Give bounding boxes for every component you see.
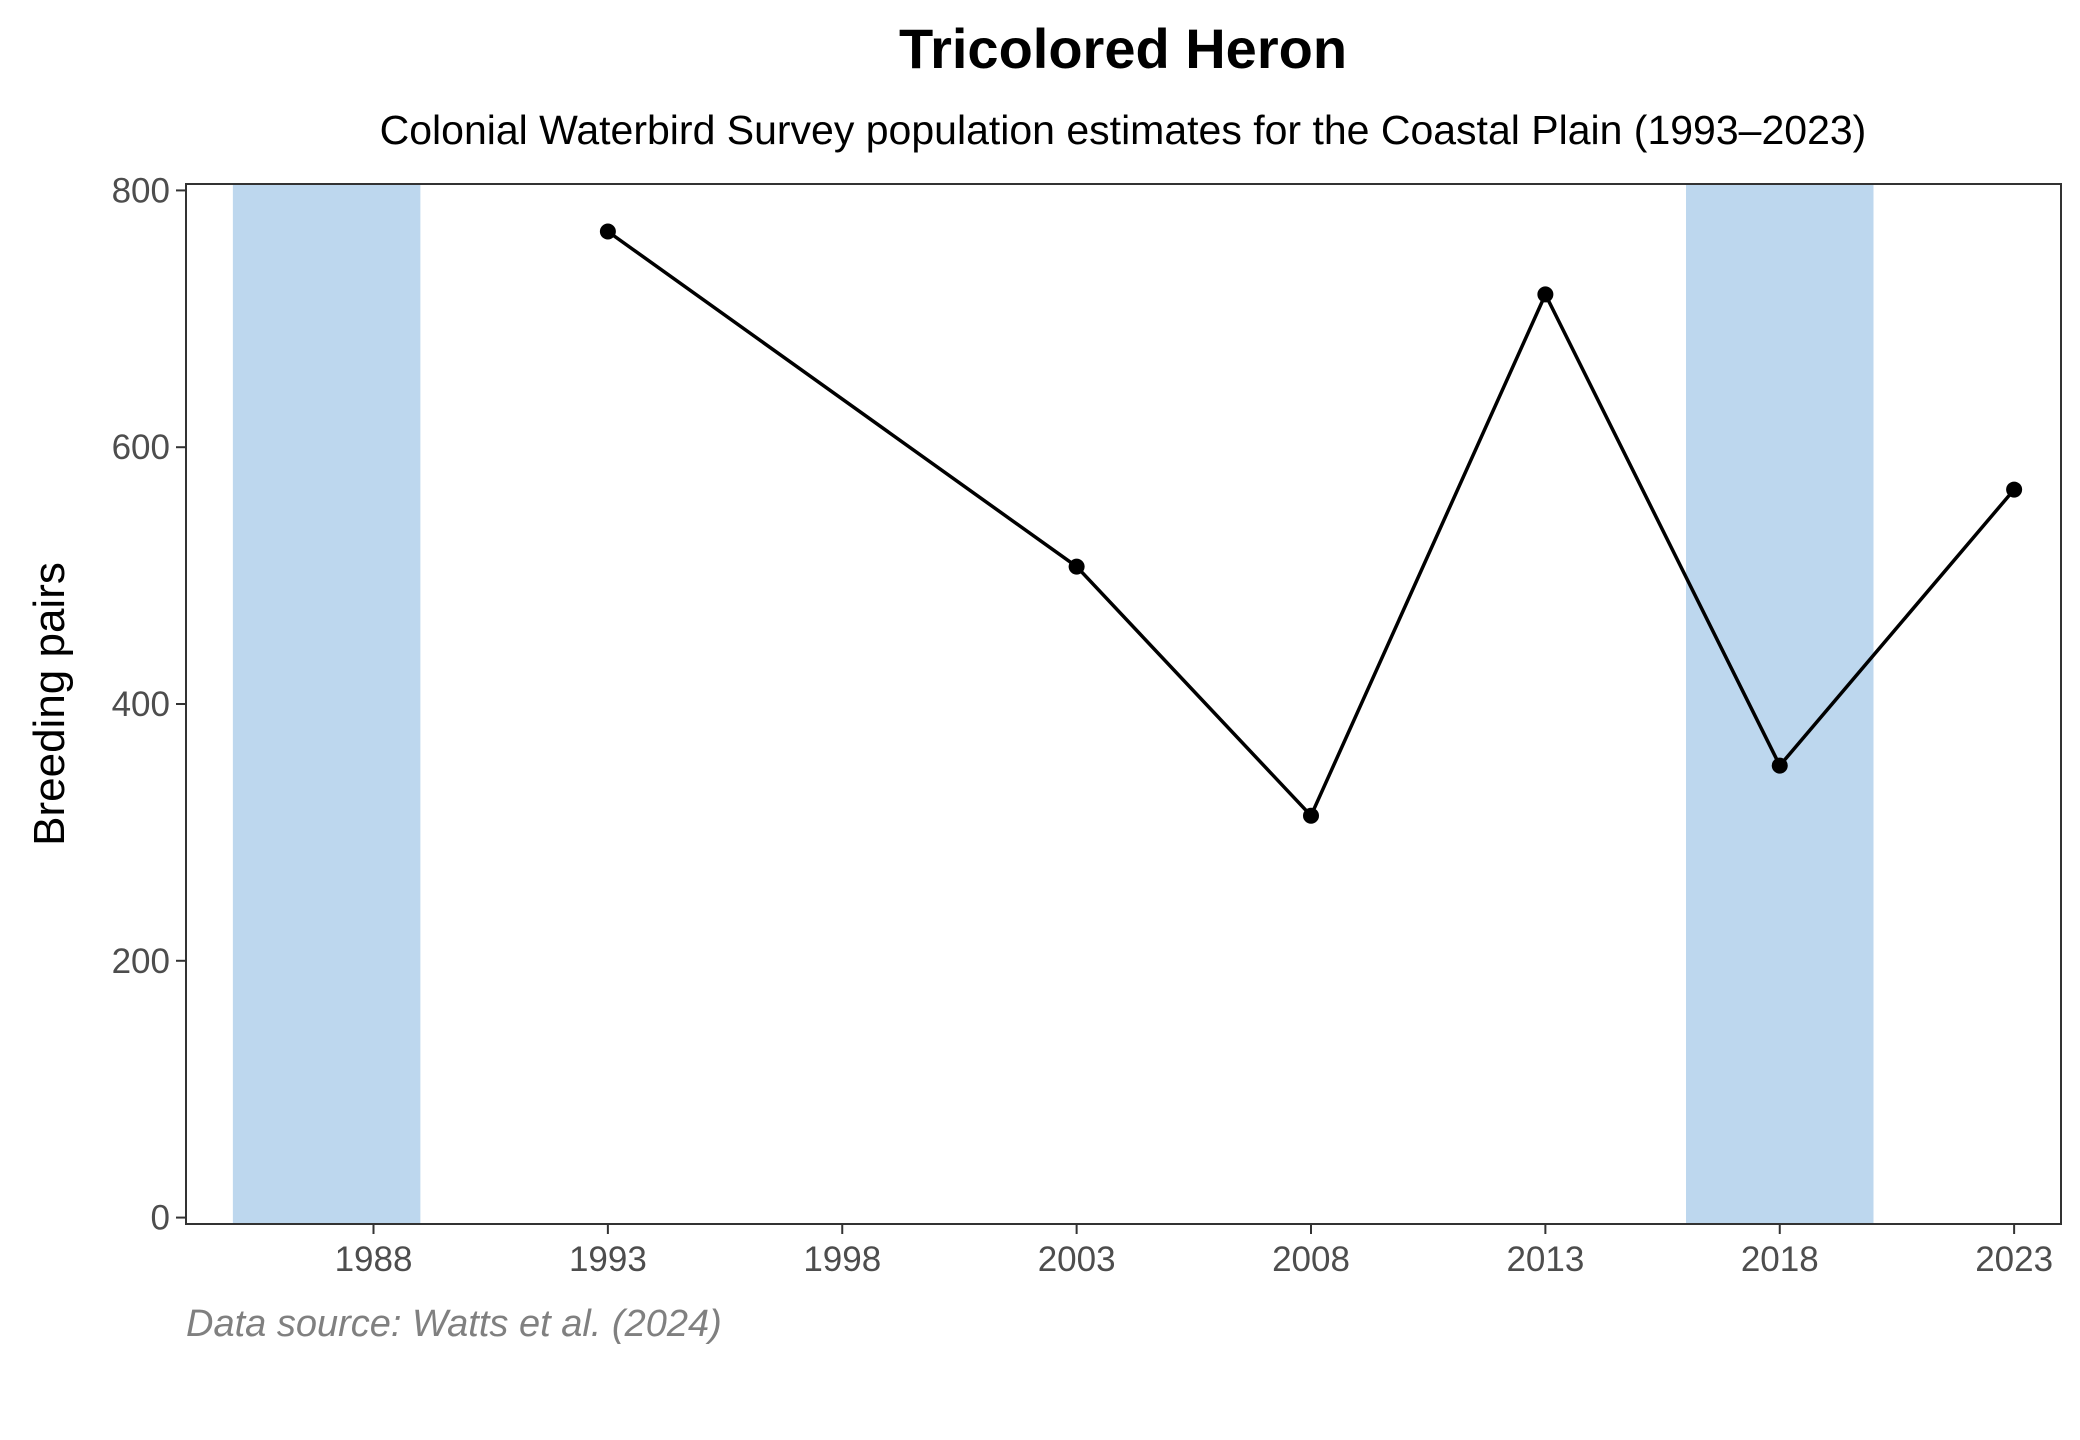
x-axis: 1988 1993 1998 2003 2008 2013 2018 2023 xyxy=(335,1224,2053,1279)
y-tick-label-800: 800 xyxy=(112,171,170,210)
x-tick-label-2003: 2003 xyxy=(1038,1240,1116,1279)
data-point-2008 xyxy=(1303,807,1319,824)
data-point-2013 xyxy=(1537,286,1554,303)
x-tick-label-2023: 2023 xyxy=(1975,1240,2053,1279)
shaded-periods xyxy=(232,184,1874,1224)
series-layer xyxy=(599,223,2023,824)
data-point-2018 xyxy=(1771,757,1788,774)
data-point-1993 xyxy=(599,223,616,240)
chart-subtitle: Colonial Waterbird Survey population est… xyxy=(380,107,1867,153)
y-axis-label: Breeding pairs xyxy=(25,562,74,846)
x-tick-label-1993: 1993 xyxy=(569,1240,647,1279)
shaded-period-1 xyxy=(232,184,421,1224)
y-tick-label-400: 400 xyxy=(112,685,170,724)
x-tick-label-2018: 2018 xyxy=(1741,1240,1819,1279)
data-point-2003 xyxy=(1068,558,1085,575)
series-line xyxy=(606,230,2016,818)
y-tick-label-0: 0 xyxy=(151,1199,170,1238)
shaded-period-2 xyxy=(1686,184,1874,1224)
x-tick-label-1998: 1998 xyxy=(803,1240,881,1279)
data-point-2023 xyxy=(2006,481,2023,498)
chart-title: Tricolored Heron xyxy=(899,17,1347,80)
y-tick-label-200: 200 xyxy=(112,942,170,981)
x-tick-label-1988: 1988 xyxy=(335,1240,413,1279)
x-tick-label-2013: 2013 xyxy=(1506,1240,1584,1279)
y-axis: 0 200 400 600 800 xyxy=(112,171,186,1238)
y-tick-label-600: 600 xyxy=(112,428,170,467)
caption: Data source: Watts et al. (2024) xyxy=(186,1303,722,1345)
x-tick-label-2008: 2008 xyxy=(1272,1240,1350,1279)
